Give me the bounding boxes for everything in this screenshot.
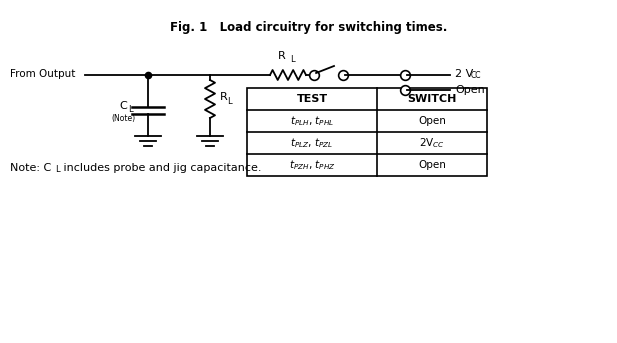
Text: R: R	[220, 92, 228, 102]
Text: SWITCH: SWITCH	[407, 94, 457, 104]
Text: CC: CC	[471, 71, 481, 81]
Text: L: L	[128, 105, 132, 114]
Text: R: R	[278, 51, 286, 61]
Text: 2 V: 2 V	[455, 69, 473, 79]
Text: From Output: From Output	[10, 69, 75, 79]
Text: Open: Open	[418, 116, 446, 126]
Bar	[247, 88, 487, 176]
Text: L: L	[55, 166, 60, 175]
Text: $t_{PZH}$, $t_{PHZ}$: $t_{PZH}$, $t_{PHZ}$	[289, 158, 336, 172]
Text: (Note): (Note)	[111, 114, 135, 122]
Text: $t_{PLH}$, $t_{PHL}$: $t_{PLH}$, $t_{PHL}$	[290, 114, 334, 128]
Text: Fig. 1   Load circuitry for switching times.: Fig. 1 Load circuitry for switching time…	[170, 21, 447, 34]
Text: $t_{PLZ}$, $t_{PZL}$: $t_{PLZ}$, $t_{PZL}$	[291, 136, 334, 150]
Text: TEST: TEST	[296, 94, 328, 104]
Text: Note: C: Note: C	[10, 163, 51, 173]
Text: Open: Open	[418, 160, 446, 170]
Text: includes probe and jig capacitance.: includes probe and jig capacitance.	[60, 163, 262, 173]
Text: 2V$_{CC}$: 2V$_{CC}$	[419, 136, 445, 150]
Text: Open: Open	[455, 85, 485, 95]
Text: C: C	[119, 101, 127, 111]
Text: L: L	[290, 55, 295, 64]
Text: L: L	[227, 96, 231, 106]
